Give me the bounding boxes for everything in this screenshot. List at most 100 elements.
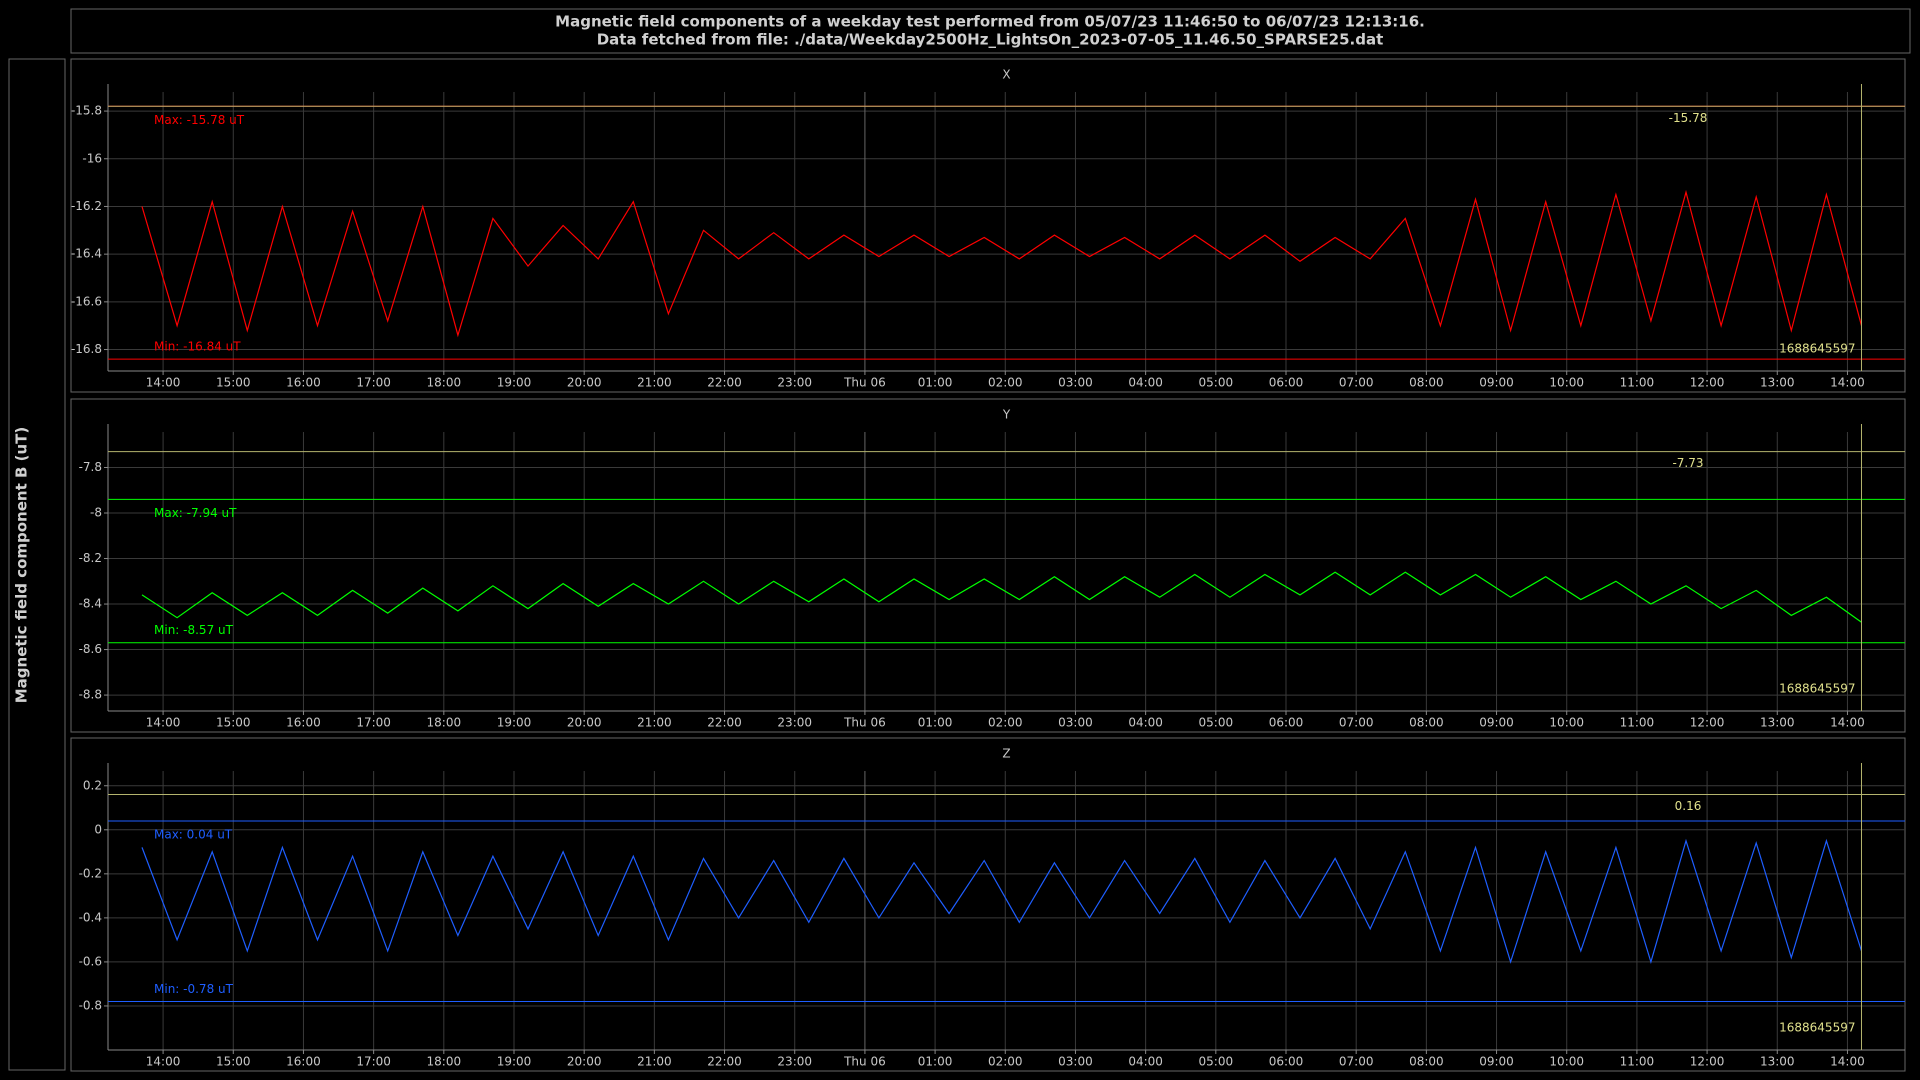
y-tick-label: -8.2 bbox=[79, 551, 102, 565]
y-tick-label: 0 bbox=[94, 822, 102, 836]
x-tick-label: 14:00 bbox=[1830, 716, 1865, 730]
x-tick-label: 17:00 bbox=[356, 1055, 391, 1069]
cursor-x-label: 1688645597 bbox=[1779, 342, 1855, 356]
x-tick-label: 15:00 bbox=[216, 1055, 251, 1069]
x-tick-label: 03:00 bbox=[1058, 376, 1093, 390]
y-tick-label: -16.8 bbox=[71, 342, 102, 356]
x-tick-label: 06:00 bbox=[1269, 1055, 1304, 1069]
x-tick-label: 05:00 bbox=[1199, 716, 1234, 730]
x-tick-label: 04:00 bbox=[1128, 376, 1163, 390]
y-tick-label: -0.6 bbox=[79, 954, 102, 968]
chart-title: Y bbox=[1002, 408, 1011, 422]
x-tick-label: 14:00 bbox=[1830, 1055, 1865, 1069]
x-tick-label: 17:00 bbox=[356, 376, 391, 390]
x-tick-label: 22:00 bbox=[707, 1055, 742, 1069]
y-tick-label: -0.8 bbox=[79, 998, 102, 1012]
x-tick-label: 18:00 bbox=[427, 716, 462, 730]
x-tick-label: 21:00 bbox=[637, 376, 672, 390]
x-tick-label: 15:00 bbox=[216, 376, 251, 390]
x-tick-label: 23:00 bbox=[777, 716, 812, 730]
x-tick-label: 04:00 bbox=[1128, 716, 1163, 730]
x-tick-label: 08:00 bbox=[1409, 1055, 1444, 1069]
x-tick-label: 18:00 bbox=[427, 1055, 462, 1069]
x-tick-label: 13:00 bbox=[1760, 1055, 1795, 1069]
x-tick-label: 02:00 bbox=[988, 1055, 1023, 1069]
min-label: Min: -0.78 uT bbox=[154, 982, 234, 996]
x-tick-label: 10:00 bbox=[1549, 376, 1584, 390]
x-tick-label: 23:00 bbox=[777, 376, 812, 390]
cursor-y-label: -7.73 bbox=[1672, 456, 1703, 470]
data-line bbox=[141, 838, 1863, 965]
x-tick-label: 19:00 bbox=[497, 716, 532, 730]
x-tick-label: 14:00 bbox=[146, 376, 181, 390]
header-title: Data fetched from file: ./data/Weekday25… bbox=[597, 31, 1384, 49]
cursor-x-label: 1688645597 bbox=[1779, 1021, 1855, 1035]
x-tick-label: 16:00 bbox=[286, 376, 321, 390]
x-tick-label: 10:00 bbox=[1549, 716, 1584, 730]
x-tick-label: 12:00 bbox=[1690, 716, 1725, 730]
y-tick-label: -16 bbox=[82, 151, 102, 165]
x-tick-label: 20:00 bbox=[567, 376, 602, 390]
x-tick-label: 01:00 bbox=[918, 376, 953, 390]
x-tick-label: 09:00 bbox=[1479, 376, 1514, 390]
x-tick-label: 20:00 bbox=[567, 716, 602, 730]
x-tick-label: 16:00 bbox=[286, 1055, 321, 1069]
x-tick-label: 22:00 bbox=[707, 716, 742, 730]
y-tick-label: -16.6 bbox=[71, 294, 102, 308]
min-label: Min: -8.57 uT bbox=[154, 623, 234, 637]
min-label: Min: -16.84 uT bbox=[154, 340, 241, 354]
cursor-y-label: 0.16 bbox=[1675, 799, 1702, 813]
y-tick-label: -15.8 bbox=[71, 104, 102, 118]
x-tick-label: 12:00 bbox=[1690, 1055, 1725, 1069]
x-tick-label: 07:00 bbox=[1339, 716, 1374, 730]
x-tick-label: 05:00 bbox=[1199, 1055, 1234, 1069]
y-tick-label: 0.2 bbox=[83, 778, 102, 792]
data-line bbox=[141, 571, 1862, 623]
x-tick-label: Thu 06 bbox=[843, 1055, 886, 1069]
x-tick-label: 01:00 bbox=[918, 716, 953, 730]
x-tick-label: 09:00 bbox=[1479, 716, 1514, 730]
y-axis-label: Magnetic field component B (uT) bbox=[13, 427, 31, 704]
x-tick-label: 14:00 bbox=[146, 716, 181, 730]
x-tick-label: 01:00 bbox=[918, 1055, 953, 1069]
x-tick-label: 11:00 bbox=[1620, 716, 1655, 730]
y-tick-label: -0.4 bbox=[79, 910, 102, 924]
chart-title: X bbox=[1002, 68, 1010, 82]
max-label: Max: -15.78 uT bbox=[154, 113, 245, 127]
y-tick-label: -8.8 bbox=[79, 688, 102, 702]
x-tick-label: 13:00 bbox=[1760, 716, 1795, 730]
x-tick-label: 04:00 bbox=[1128, 1055, 1163, 1069]
x-tick-label: 02:00 bbox=[988, 716, 1023, 730]
y-tick-label: -16.2 bbox=[71, 199, 102, 213]
x-tick-label: 05:00 bbox=[1199, 376, 1234, 390]
x-tick-label: 17:00 bbox=[356, 716, 391, 730]
y-label-box bbox=[8, 58, 66, 1071]
x-tick-label: 07:00 bbox=[1339, 376, 1374, 390]
x-tick-label: Thu 06 bbox=[843, 376, 886, 390]
y-tick-label: -8.4 bbox=[79, 597, 102, 611]
x-tick-label: 02:00 bbox=[988, 376, 1023, 390]
y-tick-label: -0.2 bbox=[79, 866, 102, 880]
x-tick-label: 20:00 bbox=[567, 1055, 602, 1069]
x-tick-label: Thu 06 bbox=[843, 716, 886, 730]
data-line bbox=[141, 189, 1863, 338]
y-tick-label: -7.8 bbox=[79, 460, 102, 474]
x-tick-label: 11:00 bbox=[1620, 1055, 1655, 1069]
x-tick-label: 03:00 bbox=[1058, 1055, 1093, 1069]
x-tick-label: 19:00 bbox=[497, 376, 532, 390]
max-label: Max: -7.94 uT bbox=[154, 506, 237, 520]
cursor-x-label: 1688645597 bbox=[1779, 682, 1855, 696]
header-title: Magnetic field components of a weekday t… bbox=[555, 13, 1425, 31]
x-tick-label: 08:00 bbox=[1409, 376, 1444, 390]
panel bbox=[70, 737, 1906, 1072]
x-tick-label: 09:00 bbox=[1479, 1055, 1514, 1069]
x-tick-label: 21:00 bbox=[637, 716, 672, 730]
x-tick-label: 18:00 bbox=[427, 376, 462, 390]
x-tick-label: 16:00 bbox=[286, 716, 321, 730]
y-tick-label: -8 bbox=[90, 506, 102, 520]
x-tick-label: 07:00 bbox=[1339, 1055, 1374, 1069]
x-tick-label: 06:00 bbox=[1269, 716, 1304, 730]
x-tick-label: 23:00 bbox=[777, 1055, 812, 1069]
y-tick-label: -8.6 bbox=[79, 642, 102, 656]
